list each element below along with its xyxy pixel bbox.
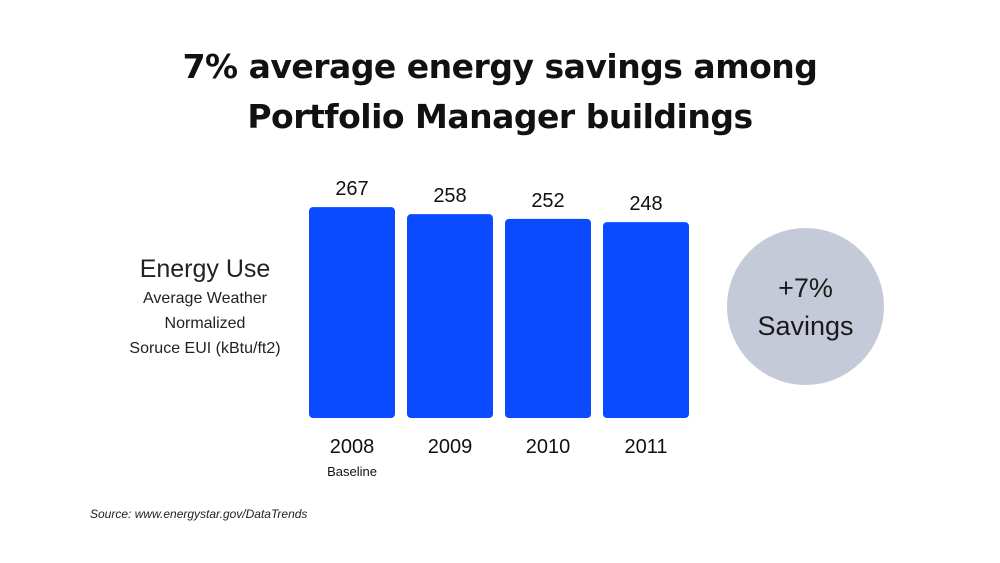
category-label-2009: 2009 [428, 436, 473, 458]
y-axis-label-line-2: Normalized [164, 315, 246, 332]
chart-title-line-2: Portfolio Manager buildings [247, 97, 753, 136]
chart-title-line-1: 7% average energy savings among [182, 47, 818, 86]
y-axis-label-line-3: Soruce EUI (kBtu/ft2) [129, 340, 281, 357]
bar-2010 [505, 218, 591, 418]
value-label-2009: 258 [433, 185, 466, 207]
value-label-2011: 248 [629, 193, 662, 215]
category-label-2010: 2010 [526, 436, 571, 458]
value-label-2010: 252 [531, 190, 564, 212]
savings-badge: +7% Savings [727, 228, 884, 385]
savings-label: Savings [757, 310, 854, 341]
y-axis-label-line-1: Average Weather [143, 290, 267, 307]
chart-title: 7% average energy savings among Portfoli… [0, 42, 1000, 142]
value-label-2008: 267 [335, 178, 368, 200]
y-axis-label-main: Energy Use [139, 255, 271, 283]
category-label-2011: 2011 [624, 436, 667, 458]
bar-2008 [309, 207, 395, 418]
bar-2009 [407, 214, 493, 418]
source-note: Source: www.energystar.gov/DataTrends [90, 507, 308, 521]
savings-percent: +7% [778, 272, 833, 303]
y-axis-label: Energy Use Average Weather Normalized So… [90, 252, 320, 361]
category-note-2008: Baseline [327, 464, 377, 479]
bar-2011 [603, 222, 689, 418]
category-label-2008: 2008 [330, 436, 375, 458]
